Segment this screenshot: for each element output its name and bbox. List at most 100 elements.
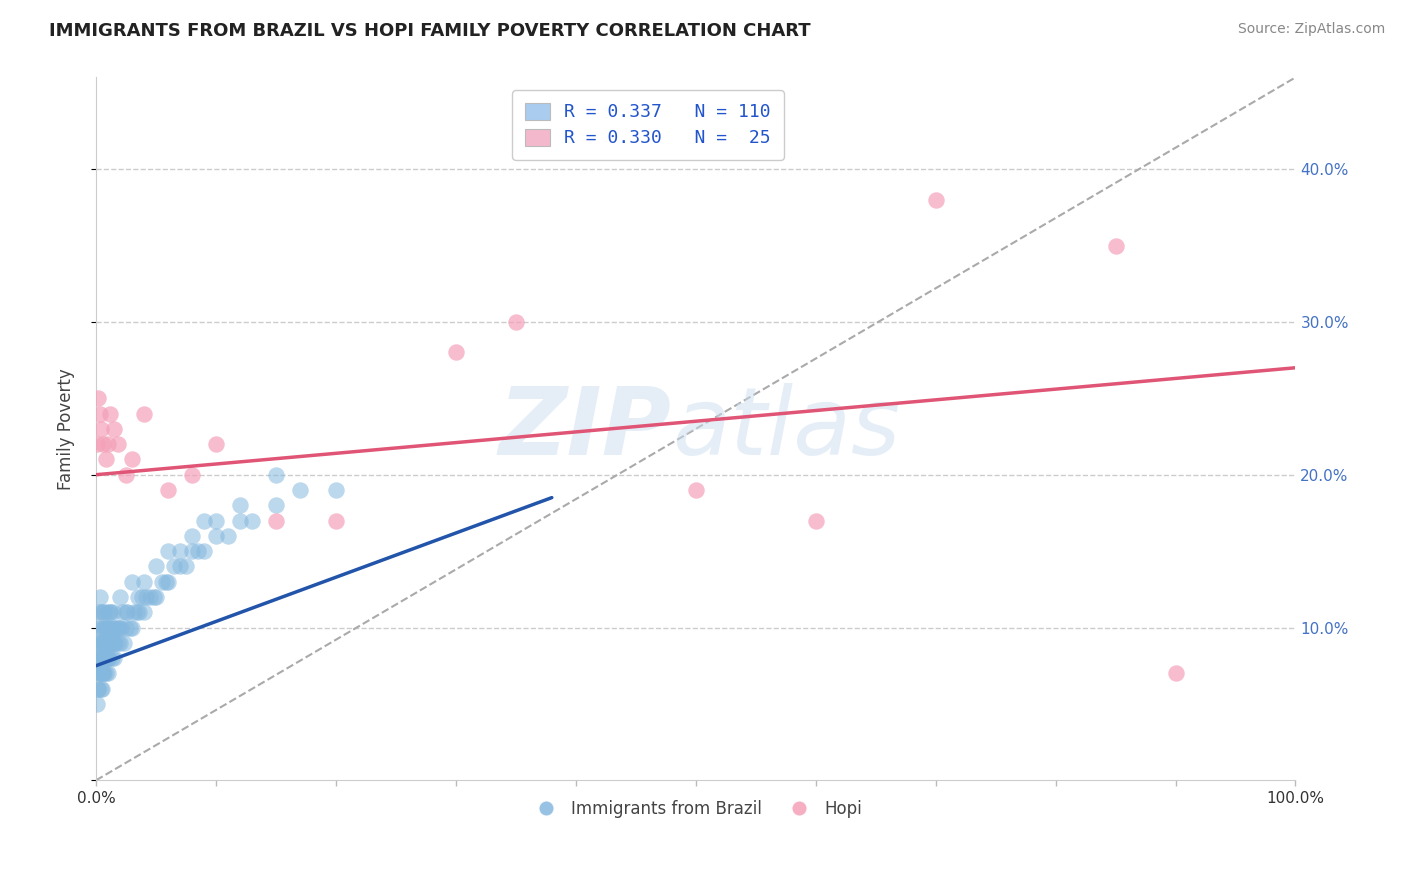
Point [169,544,191,558]
Point [121,452,143,467]
Point [94,666,117,681]
Point [804,514,827,528]
Point [96,620,118,634]
Point [86,697,108,711]
Point [115,605,138,619]
Point [100,651,122,665]
Point [87,681,110,696]
Point [91,605,114,619]
Point [89,407,111,421]
Point [132,574,155,589]
Point [87,651,110,665]
Point [115,467,138,482]
Point [91,666,114,681]
Point [97,437,120,451]
Legend: Immigrants from Brazil, Hopi: Immigrants from Brazil, Hopi [523,793,869,825]
Point [108,636,131,650]
Point [505,315,527,329]
Point [90,666,112,681]
Point [100,407,122,421]
Point [89,666,111,681]
Point [142,590,165,604]
Point [1104,238,1126,252]
Point [264,514,287,528]
Point [685,483,707,497]
Point [91,651,114,665]
Point [105,620,128,634]
Point [103,651,125,665]
Point [98,620,121,634]
Point [110,620,132,634]
Point [118,620,141,634]
Point [94,452,117,467]
Point [103,636,125,650]
Point [90,636,112,650]
Point [91,437,114,451]
Point [86,636,108,650]
Point [181,467,204,482]
Point [132,407,155,421]
Point [94,651,117,665]
Point [155,574,177,589]
Point [101,605,124,619]
Point [240,514,263,528]
Point [264,467,287,482]
Point [89,636,111,650]
Point [89,666,111,681]
Point [100,620,122,634]
Point [91,651,114,665]
Point [288,483,311,497]
Point [193,514,215,528]
Point [107,620,129,634]
Point [156,544,179,558]
Point [90,605,112,619]
Point [181,544,204,558]
Point [103,620,125,634]
Point [93,636,115,650]
Point [174,559,197,574]
Point [87,392,110,406]
Point [181,529,204,543]
Point [325,514,347,528]
Point [89,590,111,604]
Point [121,574,143,589]
Point [91,681,114,696]
Point [139,590,162,604]
Y-axis label: Family Poverty: Family Poverty [58,368,75,490]
Text: ZIP: ZIP [499,383,672,475]
Point [87,605,110,619]
Point [111,605,134,619]
Point [89,620,111,634]
Point [97,636,120,650]
Point [97,651,120,665]
Point [100,636,122,650]
Point [156,574,179,589]
Point [101,636,124,650]
Point [94,620,117,634]
Point [229,514,252,528]
Point [91,636,114,650]
Point [87,666,110,681]
Point [107,437,129,451]
Point [91,651,114,665]
Point [163,559,186,574]
Point [135,590,157,604]
Point [124,605,146,619]
Point [1164,666,1187,681]
Point [125,605,148,619]
Point [205,437,228,451]
Point [205,529,228,543]
Point [131,590,153,604]
Point [93,605,115,619]
Point [132,605,155,619]
Point [115,620,138,634]
Point [128,605,150,619]
Point [96,605,118,619]
Point [98,651,121,665]
Point [121,620,143,634]
Point [91,620,114,634]
Point [264,498,287,512]
Point [100,605,122,619]
Point [93,620,115,634]
Text: atlas: atlas [672,384,900,475]
